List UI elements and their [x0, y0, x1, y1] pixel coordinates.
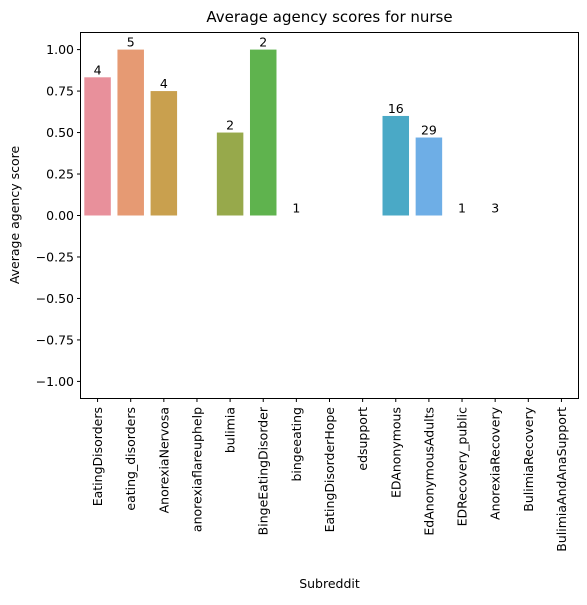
- x-tick-label: AnorexiaRecovery: [488, 406, 503, 520]
- y-tick-label: −0.25: [36, 249, 74, 264]
- x-tick-label: anorexiaflareuphelp: [189, 407, 204, 532]
- y-tick-label: −0.50: [36, 291, 74, 306]
- bar-EDAnonymous: [382, 115, 410, 216]
- x-axis: EatingDisorders eating_disorders AnorexiaN…: [90, 398, 569, 552]
- count-label-EdAnonymousAdults: 29: [421, 123, 437, 138]
- bar-EdAnonymousAdults: [415, 137, 443, 216]
- y-tick-label: 0.50: [46, 125, 74, 140]
- x-tick-label: bulimia: [223, 407, 238, 453]
- count-label-AnorexiaNervosa: 4: [160, 76, 168, 91]
- y-tick-label: 0.25: [46, 167, 74, 182]
- y-tick-label: 0.00: [46, 208, 74, 223]
- bar-BingeEatingDisorder: [249, 49, 277, 216]
- y-tick-label: −0.75: [36, 332, 74, 347]
- count-labels-layer: 4 5 4 2 2 1 16 29 1 3: [94, 35, 500, 216]
- x-tick-label: bingeeating: [289, 407, 304, 482]
- y-axis-title: Average agency score: [7, 146, 22, 285]
- x-tick-label: EDRecovery_public: [455, 407, 470, 526]
- x-tick-label: EdAnonymousAdults: [421, 407, 436, 536]
- bar-eating_disorders: [117, 49, 144, 216]
- bar-bulimia: [216, 132, 244, 216]
- x-tick-label: BingeEatingDisorder: [256, 406, 271, 535]
- count-label-eating_disorders: 5: [127, 35, 135, 50]
- x-tick-label: EatingDisorderHope: [322, 407, 337, 533]
- bars-layer: [84, 49, 443, 216]
- x-tick-label: eating_disorders: [123, 407, 138, 511]
- x-tick-label: EDAnonymous: [388, 407, 403, 498]
- count-label-bulimia: 2: [226, 118, 234, 133]
- count-label-BingeEatingDisorder: 2: [259, 35, 267, 50]
- x-tick-label: edsupport: [355, 407, 370, 471]
- y-tick-label: 1.00: [46, 42, 74, 57]
- x-tick-label: BulimiaRecovery: [521, 406, 536, 511]
- chart-title: Average agency scores for nurse: [206, 8, 452, 26]
- count-label-bingeeating: 1: [292, 201, 300, 216]
- y-tick-label: 0.75: [46, 84, 74, 99]
- count-label-EDAnonymous: 16: [388, 101, 404, 116]
- x-tick-label: AnorexiaNervosa: [156, 407, 171, 513]
- x-tick-label: EatingDisorders: [90, 407, 105, 506]
- bar-AnorexiaNervosa: [150, 91, 178, 216]
- count-label-AnorexiaRecovery: 3: [491, 201, 499, 216]
- count-label-EatingDisorders: 4: [94, 62, 102, 77]
- x-tick-label: BulimiaAndAnaSupport: [554, 407, 569, 552]
- y-tick-label: −1.00: [36, 374, 74, 389]
- y-axis: −1.00 −0.75 −0.50 −0.25 0.00 0.25 0.50 0.75 1.00: [36, 42, 81, 389]
- bar-EatingDisorders: [84, 77, 111, 216]
- x-axis-title: Subreddit: [299, 576, 360, 591]
- count-label-EDRecovery_public: 1: [458, 201, 466, 216]
